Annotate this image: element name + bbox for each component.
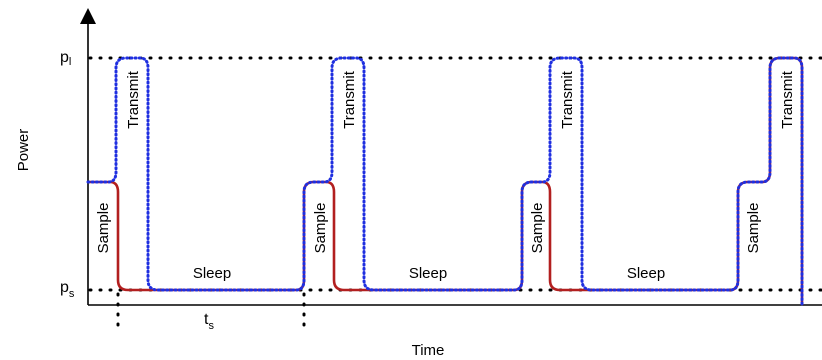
interval-label-sub: s [208, 320, 214, 332]
sample-label-3: Sample [529, 203, 546, 254]
sample-label-4: Sample [745, 203, 762, 254]
low-level-label-sub: s [69, 288, 75, 300]
transmit-label-1: Transmit [125, 70, 142, 129]
high-level-label: pl [60, 49, 71, 68]
transmit-label-3: Transmit [559, 70, 576, 129]
y-axis-title: Power [15, 129, 32, 172]
high-level-label-base: p [60, 49, 69, 66]
x-axis-title: Time [412, 342, 445, 359]
sleep-label-2: Sleep [409, 265, 447, 282]
low-level-label-base: p [60, 279, 69, 296]
sleep-label-3: Sleep [627, 265, 665, 282]
low-level-label: ps [60, 279, 75, 300]
transmit-label-4: Transmit [779, 70, 796, 129]
sample-label-1: Sample [95, 203, 112, 254]
dotted-power-trace [86, 56, 804, 307]
sleep-label-1: Sleep [193, 265, 231, 282]
interval-label: ts [204, 311, 214, 332]
high-level-label-sub: l [69, 56, 71, 68]
interval-label-base: t [204, 311, 209, 328]
sample-label-2: Sample [312, 203, 329, 254]
transmit-label-2: Transmit [341, 70, 358, 129]
